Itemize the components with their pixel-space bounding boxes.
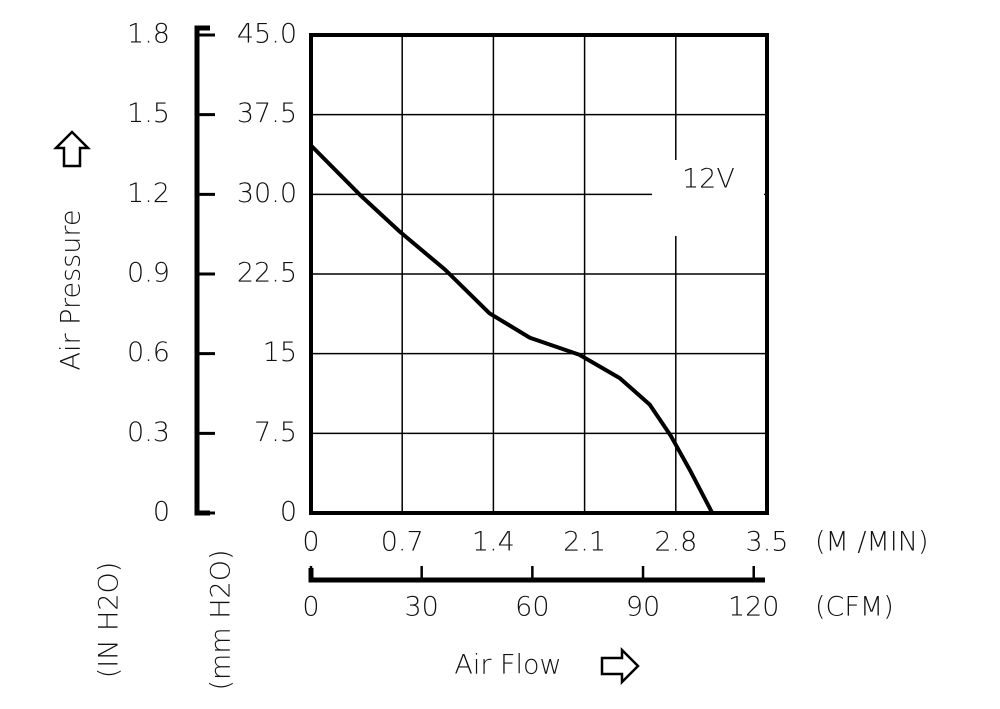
x-tick-label: 3.5 [746, 527, 789, 558]
curve [309, 144, 715, 514]
x-label: Air Flow [454, 650, 561, 681]
x-tick-label: 0 [302, 527, 319, 558]
y2-tick-label: 0.6 [127, 337, 170, 368]
y-tick-label: 7.5 [254, 417, 297, 448]
y2-unit: (IN H2O) [94, 562, 125, 679]
x2-tick-label: 60 [515, 592, 549, 623]
y-tick-label: 45.0 [237, 19, 297, 50]
x-tick-label: 2.1 [563, 527, 606, 558]
annotation-box [652, 160, 764, 236]
y2-tick-label: 0.9 [127, 258, 170, 289]
y-arrow [52, 130, 92, 168]
y-unit: (mm H2O) [206, 550, 237, 691]
annotation: 12V [682, 164, 735, 195]
y2-tick-label: 1.2 [127, 178, 170, 209]
y-tick-label: 15 [263, 337, 297, 368]
x2-tick-label: 30 [404, 592, 438, 623]
x2-tick-label: 90 [626, 592, 660, 623]
y-tick-label: 0 [280, 497, 297, 528]
y-tick-label: 22.5 [237, 258, 297, 289]
x2-tick-label: 0 [302, 592, 319, 623]
y2-tick-label: 1.8 [127, 19, 170, 50]
y-tick-label: 37.5 [237, 98, 297, 129]
plot-frame [309, 33, 769, 515]
y-tick-label: 30.0 [237, 178, 297, 209]
x2-unit: (CFM) [815, 592, 894, 623]
x-unit: (M /MIN) [815, 527, 929, 558]
x-tick-label: 2.8 [654, 527, 697, 558]
y-label: Air Pressure [56, 210, 87, 371]
y2-tick-label: 0.3 [127, 417, 170, 448]
y2-tick-label: 0 [153, 497, 170, 528]
y2-tick-label: 1.5 [127, 98, 170, 129]
x-tick-label: 0.7 [381, 527, 424, 558]
x2-tick-label: 120 [728, 592, 780, 623]
x-arrow [600, 646, 640, 686]
x-tick-label: 1.4 [472, 527, 515, 558]
